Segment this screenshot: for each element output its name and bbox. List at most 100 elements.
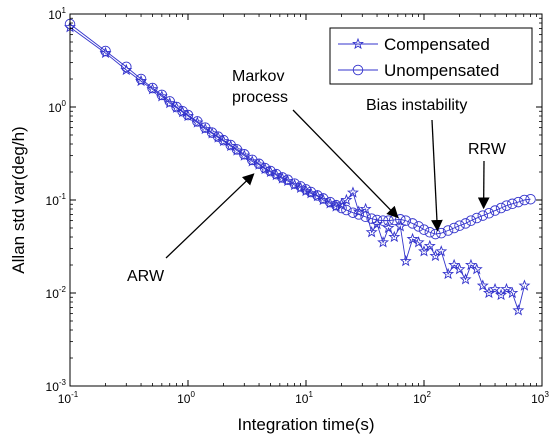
- star-point: [388, 230, 401, 243]
- circle-point: [489, 205, 501, 216]
- star-point: [224, 139, 237, 152]
- series-layer: [64, 18, 536, 316]
- circle-point: [177, 106, 188, 117]
- y-tick-label: 10-1: [46, 192, 67, 208]
- circle-point: [442, 225, 454, 236]
- circle-point: [413, 221, 424, 232]
- annotation-2: Bias instability: [366, 97, 467, 232]
- star-point: [470, 262, 483, 275]
- circle-point: [407, 218, 418, 229]
- y-tick-label: 10-3: [46, 378, 67, 394]
- annotation-3: RRW: [468, 141, 507, 210]
- y-tick-label-base: 10: [48, 101, 62, 115]
- star-point: [382, 221, 395, 234]
- circle-point: [271, 168, 282, 180]
- star-point: [459, 273, 472, 285]
- star-point: [206, 127, 219, 139]
- star-point: [294, 181, 307, 193]
- star-point: [506, 286, 519, 299]
- circle-point: [265, 165, 276, 177]
- annotation-text: RRW: [468, 141, 507, 158]
- circle-point: [324, 196, 336, 208]
- annotation-text: process: [232, 89, 288, 106]
- star-point: [99, 46, 112, 59]
- x-tick-label-base: 10: [531, 392, 545, 406]
- star-point: [377, 236, 390, 248]
- x-axis-label: Integration time(s): [238, 415, 375, 434]
- star-point: [448, 258, 461, 271]
- x-tick-label-exponent: 0: [190, 390, 195, 399]
- circle-point: [317, 193, 329, 204]
- annotation-1: Markov process: [232, 68, 399, 219]
- star-point: [412, 236, 425, 248]
- circle-point: [513, 196, 524, 208]
- y-tick-label-exponent: -3: [59, 378, 67, 387]
- star-point: [346, 186, 359, 198]
- circle-point: [353, 209, 365, 220]
- star-point: [146, 83, 159, 95]
- star-point: [476, 279, 489, 291]
- circle-point: [199, 122, 211, 133]
- circle-point: [395, 214, 406, 225]
- x-tick-label-base: 10: [58, 392, 72, 406]
- star-point: [199, 122, 212, 135]
- circle-point: [377, 215, 389, 226]
- circle-point: [471, 212, 483, 224]
- x-tick-label: 10-1: [58, 390, 79, 406]
- star-point: [518, 279, 531, 291]
- y-tick-label: 10-2: [46, 285, 67, 301]
- star-point: [406, 232, 419, 245]
- y-tick-label: 101: [48, 6, 66, 22]
- legend-star-marker: [352, 37, 364, 50]
- x-tick-label-base: 10: [177, 392, 191, 406]
- star-point: [512, 304, 525, 316]
- x-tick-label-exponent: -1: [71, 390, 79, 399]
- circle-point: [330, 199, 342, 211]
- circle-point: [239, 149, 250, 160]
- circle-point: [121, 61, 132, 73]
- star-point: [155, 90, 168, 102]
- y-axis-label: Allan std var(deg/h): [9, 126, 28, 273]
- circle-point: [305, 186, 317, 198]
- circle-point: [282, 174, 293, 186]
- circle-point: [206, 127, 218, 138]
- y-tick-label-base: 10: [48, 8, 62, 22]
- legend-label-compensated: Compensated: [384, 35, 490, 54]
- circle-point: [360, 211, 371, 223]
- legend: Compensated Unompensated: [329, 27, 533, 85]
- x-tick-label-base: 10: [295, 392, 309, 406]
- circle-point: [501, 200, 512, 211]
- star-point: [170, 101, 183, 113]
- y-tick-label-exponent: -1: [59, 192, 67, 201]
- circle-point: [231, 144, 243, 155]
- circle-point: [300, 184, 312, 195]
- star-point: [182, 109, 194, 122]
- circle-icon: [352, 64, 364, 76]
- annotation-text: ARW: [127, 268, 165, 285]
- annotations: ARW Markov process Bias instability RRW: [127, 68, 507, 285]
- annotation-text: Markov: [232, 68, 284, 85]
- star-point: [435, 245, 448, 257]
- circle-point: [192, 116, 203, 127]
- star-point: [191, 116, 204, 128]
- legend-entry-compensated: Compensated: [338, 35, 490, 54]
- series-uncompensated: [64, 18, 536, 240]
- circle-point: [341, 204, 352, 216]
- circle-point: [147, 82, 158, 94]
- legend-label-uncompensated: Unompensated: [384, 61, 499, 80]
- series-compensated: [64, 20, 531, 316]
- circle-point: [465, 215, 477, 226]
- star-point: [276, 172, 289, 184]
- star-point: [453, 262, 466, 275]
- legend-box: [329, 27, 533, 85]
- circle-point: [519, 194, 530, 206]
- star-point: [340, 193, 353, 206]
- circle-point: [277, 172, 288, 183]
- circle-point: [312, 190, 323, 201]
- circle-point: [212, 131, 224, 142]
- annotation-arrow: [431, 119, 443, 232]
- circle-point: [400, 215, 411, 226]
- star-point: [489, 282, 502, 295]
